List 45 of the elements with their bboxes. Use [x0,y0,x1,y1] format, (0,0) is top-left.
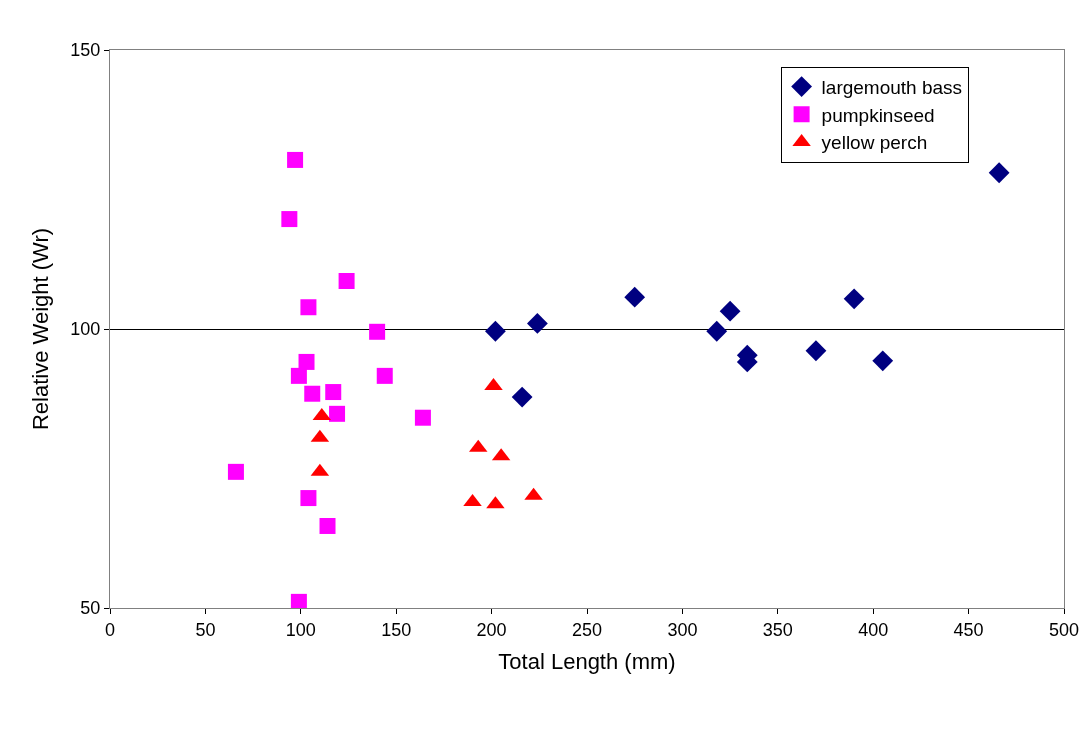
x-tick-label: 500 [1048,619,1080,640]
x-tick-label: 350 [762,619,793,640]
point [843,288,865,310]
point [338,273,355,290]
point [369,323,386,340]
point [526,313,548,334]
point [511,386,533,408]
x-tick-label: 250 [571,619,603,640]
point [290,367,307,384]
x-tick-label: 400 [858,619,889,640]
x-tick-label: 200 [476,619,507,640]
point [719,300,741,322]
point [988,162,1010,184]
legend-label: largemouth bass [821,77,963,98]
point [414,409,431,426]
point [872,350,894,372]
point [298,353,315,370]
legend-label: yellow perch [821,132,928,154]
point [290,593,307,608]
point [325,384,342,401]
y-tick-label: 150 [70,40,101,61]
point [287,151,304,168]
x-tick-label: 150 [381,619,412,640]
y-tick-label: 100 [70,319,101,340]
point [624,286,646,308]
point [706,320,728,342]
x-tick-label: 50 [195,619,216,640]
x-tick-label: 0 [104,619,116,640]
x-tick-label: 450 [953,619,984,640]
point [805,340,827,362]
point [319,517,336,534]
point [281,211,298,228]
y-axis-title: Relative Weight (Wr) [28,227,54,431]
point [300,299,317,316]
point [376,367,393,384]
point [304,385,321,402]
x-axis-title: Total Length (mm) [498,649,676,675]
point [329,405,346,422]
point [227,463,244,480]
y-tick-label: 50 [80,598,101,619]
point [485,320,506,342]
x-tick-label: 100 [285,619,316,640]
point [300,490,317,507]
x-tick-label: 300 [667,619,698,640]
legend-label: pumpkinseed [821,104,935,126]
